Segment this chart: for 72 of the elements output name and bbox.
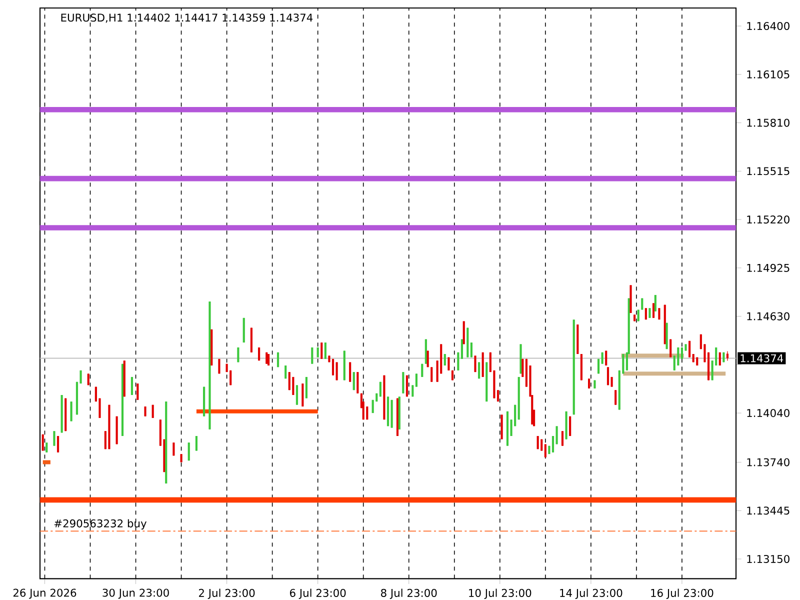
y-tick-label: 1.15515 (747, 167, 790, 176)
candlestick (56, 436, 60, 453)
candlestick (430, 366, 433, 382)
y-tick-label: 1.13445 (747, 506, 790, 515)
candlestick (670, 338, 672, 358)
candlestick (332, 358, 334, 376)
candlestick (652, 302, 655, 318)
candlestick (349, 362, 352, 382)
y-tick-label: 1.14630 (747, 312, 790, 320)
candlestick (726, 350, 729, 362)
x-tick-label: 10 Jul 23:00 (469, 588, 532, 599)
x-tick-label: 30 Jun 23:00 (102, 588, 169, 599)
ref-line-label: #290563232 buy (54, 519, 147, 530)
candlestick (136, 383, 139, 400)
candlestick (336, 362, 338, 381)
candlestick (654, 294, 656, 312)
y-tick-label: 1.15810 (747, 118, 790, 127)
x-tick-label: 6 Jul 23:00 (290, 588, 346, 599)
candlestick (718, 352, 721, 366)
candlestick (311, 347, 314, 364)
y-tick-label: 1.16400 (747, 22, 790, 30)
candlestick (415, 373, 418, 388)
candlestick (688, 340, 691, 358)
candlestick (536, 436, 539, 450)
candlestick (588, 378, 590, 389)
candlestick (324, 342, 326, 360)
candlestick (152, 404, 154, 418)
candlestick (42, 434, 44, 452)
y-tick-label: 1.16105 (747, 70, 790, 78)
x-tick-label: 16 Jul 23:00 (651, 588, 714, 599)
candlestick (474, 355, 476, 372)
candlestick (267, 354, 270, 366)
candlestick (462, 320, 465, 344)
candlestick (356, 372, 359, 394)
candlestick (470, 342, 472, 358)
candlestick (448, 356, 450, 371)
candlestick (195, 436, 198, 452)
candlestick (426, 350, 429, 368)
candlestick (402, 372, 404, 394)
candlestick (188, 442, 190, 461)
x-tick-label: 26 Jun 2026 (13, 588, 76, 599)
y-tick-label: 1.15220 (747, 215, 790, 224)
ref-line-label: 1.14374 (740, 354, 784, 362)
candlestick (302, 383, 304, 407)
candlestick (605, 350, 608, 366)
candlestick (460, 338, 464, 360)
candlestick (305, 376, 308, 399)
candlestick (53, 430, 56, 446)
candlestick (70, 401, 72, 422)
candlestick (522, 358, 524, 378)
x-tick-label: 14 Jul 23:00 (560, 588, 622, 599)
candlestick (648, 308, 651, 318)
candlestick (457, 352, 460, 371)
candlestick (172, 442, 175, 456)
chart-title: EURUSD,H1 1.14402 1.14417 1.14359 1.14374 (61, 14, 313, 23)
candlestick (421, 364, 424, 378)
y-tick-label: 1.13150 (747, 554, 790, 564)
candlestick (352, 372, 355, 390)
x-tick-label: 8 Jul 23:00 (381, 588, 437, 599)
candlestick (614, 390, 617, 406)
candlestick (544, 444, 546, 458)
candlestick (296, 384, 298, 406)
y-tick-label: 1.13740 (747, 458, 790, 466)
candlestick (46, 442, 48, 453)
candlestick (606, 366, 610, 386)
x-tick-label: 2 Jul 23:00 (198, 588, 255, 599)
candlestick (320, 342, 323, 360)
y-tick-label: 1.14925 (747, 264, 790, 272)
candlestick (478, 362, 480, 379)
y-tick-label: 1.14040 (747, 409, 790, 418)
candlestick (561, 430, 564, 446)
candlestick (444, 354, 446, 366)
